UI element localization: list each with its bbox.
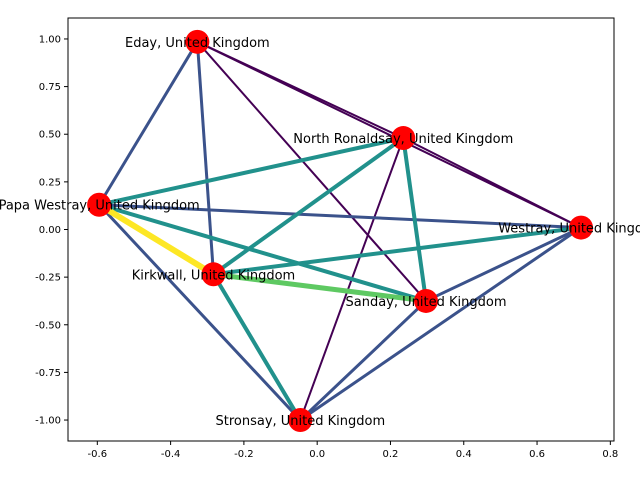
edge-north_ronaldsay-westray: [402, 137, 583, 229]
node-north_ronaldsay: [391, 126, 416, 151]
edge-papa-westray: [97, 203, 583, 230]
edge-north_ronaldsay-sanday: [401, 136, 429, 303]
edge-papa-kirkwall: [96, 201, 217, 278]
node-westray: [569, 215, 594, 240]
y-tick-label: 0.00: [39, 225, 61, 236]
x-tick-label: 0.4: [456, 449, 472, 460]
labels-layer: Eday, United Kingdom North Ronaldsay, Uni…: [0, 36, 640, 429]
edge-kirkwall-stronsay: [211, 272, 303, 423]
edge-westray-sanday: [424, 226, 583, 303]
edge-eday-sanday: [196, 40, 428, 302]
node-stronsay: [288, 408, 313, 433]
x-tick-label: -0.4: [161, 449, 181, 460]
edge-westray-stronsay: [298, 226, 583, 422]
edge-papa-stronsay: [97, 203, 302, 422]
edge-papa-north_ronaldsay: [97, 136, 406, 207]
node-eday: [185, 29, 210, 54]
node-sanday: [414, 288, 439, 313]
x-axis: -0.6 -0.4 -0.2 0.0 0.2 0.4 0.6 0.8: [88, 441, 618, 460]
node-label-papa: Papa Westray, United Kingdom: [0, 199, 200, 214]
y-tick-label: -0.50: [35, 320, 61, 331]
edge-eday-westray: [196, 40, 583, 229]
node-kirkwall: [201, 262, 226, 287]
nodes-layer: [87, 29, 594, 433]
y-tick-label: 0.75: [39, 82, 61, 93]
y-tick-label: -0.25: [35, 273, 61, 284]
y-tick-label: 0.50: [39, 130, 61, 141]
edge-kirkwall-north_ronaldsay: [211, 136, 406, 277]
y-tick-label: -1.00: [35, 416, 61, 427]
edge-papa-sanday: [97, 202, 429, 303]
x-tick-label: 0.0: [309, 449, 325, 460]
x-tick-label: 0.2: [383, 449, 399, 460]
node-label-westray: Westray, United Kingdom: [498, 222, 640, 237]
y-tick-label: -0.75: [35, 368, 61, 379]
x-tick-label: -0.2: [234, 449, 254, 460]
node-label-sanday: Sanday, United Kingdom: [346, 295, 507, 310]
x-tick-label: -0.6: [88, 449, 108, 460]
y-tick-label: 1.00: [39, 34, 61, 45]
edge-kirkwall-sanday: [210, 271, 429, 304]
node-label-kirkwall: Kirkwall, United Kingdom: [132, 268, 295, 283]
node-papa: [87, 192, 112, 217]
x-tick-label: 0.8: [602, 449, 618, 460]
edges-layer: [96, 40, 584, 423]
y-tick-label: 0.25: [39, 177, 61, 188]
node-label-eday: Eday, United Kingdom: [125, 36, 270, 51]
edge-papa-eday: [97, 40, 199, 207]
node-label-stronsay: Stronsay, United Kingdom: [215, 414, 385, 429]
edge-kirkwall-westray: [211, 225, 584, 277]
edge-sanday-stronsay: [298, 299, 428, 422]
x-tick-label: 0.6: [529, 449, 545, 460]
y-axis: -1.00 -0.75 -0.50 -0.25 0.00 0.25 0.50 0.75 1.00: [35, 34, 68, 427]
node-label-north_ronaldsay: North Ronaldsay, United Kingdom: [293, 132, 513, 147]
